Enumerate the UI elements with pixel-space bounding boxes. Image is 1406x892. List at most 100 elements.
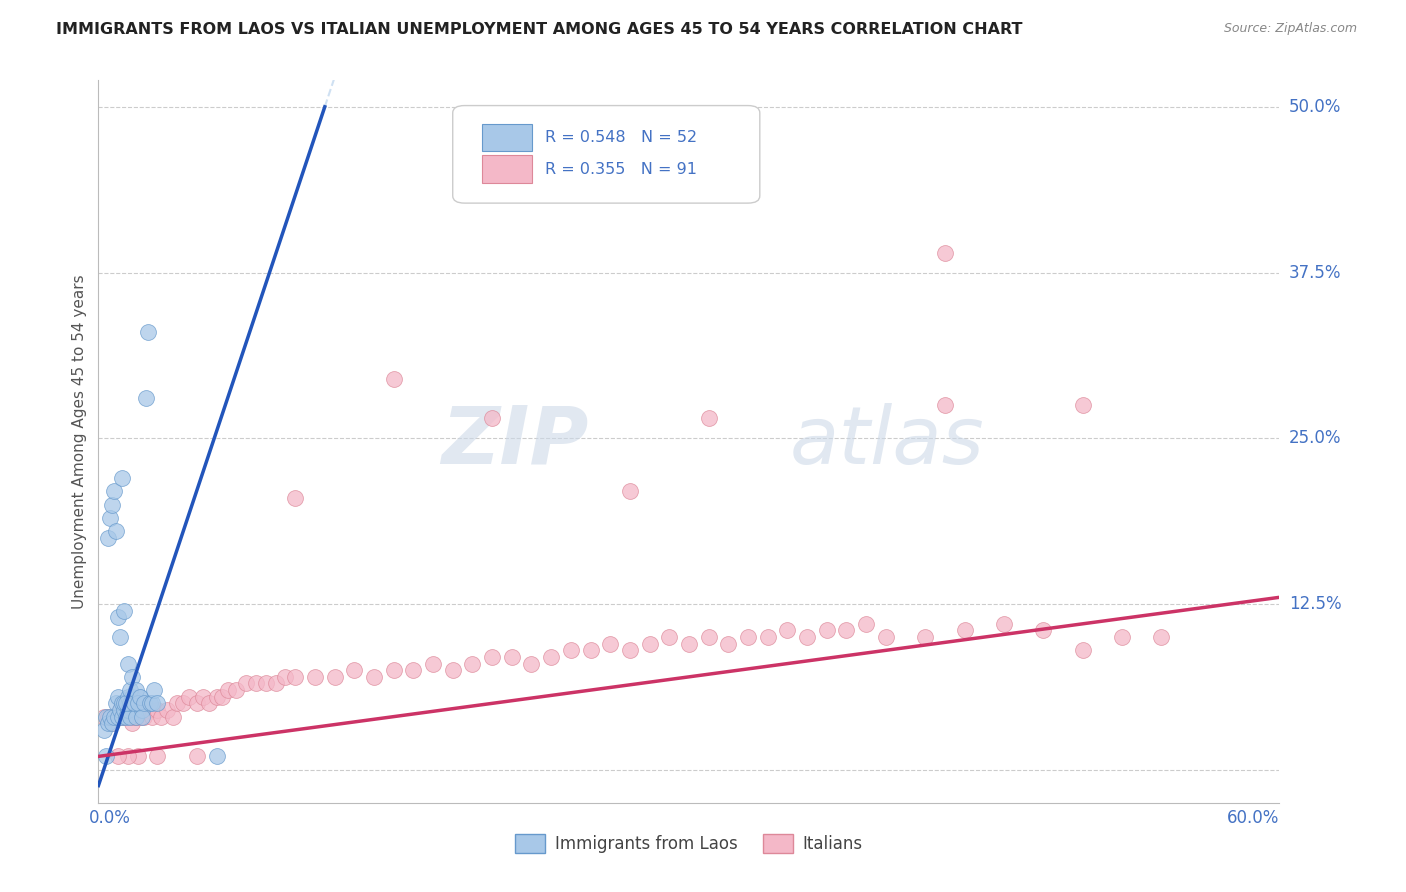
- Point: [108, 703, 131, 717]
- Point: [96, 709, 118, 723]
- Point: [166, 697, 188, 711]
- Point: [205, 749, 228, 764]
- FancyBboxPatch shape: [453, 105, 759, 203]
- Point: [756, 630, 779, 644]
- Point: [112, 603, 135, 617]
- Point: [264, 676, 287, 690]
- Point: [323, 670, 346, 684]
- Point: [146, 697, 169, 711]
- Point: [304, 670, 326, 684]
- Point: [540, 650, 562, 665]
- Point: [855, 616, 877, 631]
- Point: [112, 703, 135, 717]
- Point: [127, 697, 149, 711]
- Point: [103, 709, 125, 723]
- Point: [658, 630, 681, 644]
- Point: [274, 670, 297, 684]
- Point: [481, 650, 503, 665]
- Point: [97, 709, 120, 723]
- Point: [128, 690, 150, 704]
- Point: [186, 749, 208, 764]
- Point: [197, 697, 219, 711]
- Point: [107, 749, 129, 764]
- Point: [191, 690, 214, 704]
- Point: [1071, 643, 1094, 657]
- Point: [150, 709, 173, 723]
- Point: [776, 624, 799, 638]
- Point: [118, 709, 141, 723]
- Point: [107, 610, 129, 624]
- Point: [127, 697, 149, 711]
- Point: [737, 630, 759, 644]
- Text: R = 0.548   N = 52: R = 0.548 N = 52: [546, 130, 697, 145]
- Point: [103, 484, 125, 499]
- Point: [98, 510, 121, 524]
- Point: [697, 630, 720, 644]
- Text: IMMIGRANTS FROM LAOS VS ITALIAN UNEMPLOYMENT AMONG AGES 45 TO 54 YEARS CORRELATI: IMMIGRANTS FROM LAOS VS ITALIAN UNEMPLOY…: [56, 22, 1022, 37]
- Point: [619, 643, 641, 657]
- Text: R = 0.355   N = 91: R = 0.355 N = 91: [546, 161, 697, 177]
- Point: [619, 484, 641, 499]
- Point: [211, 690, 233, 704]
- Point: [96, 749, 118, 764]
- Point: [122, 709, 145, 723]
- Point: [93, 723, 115, 737]
- Point: [122, 697, 145, 711]
- Point: [875, 630, 897, 644]
- Point: [117, 690, 139, 704]
- Point: [697, 411, 720, 425]
- Point: [141, 709, 163, 723]
- Point: [107, 709, 129, 723]
- Point: [343, 663, 366, 677]
- Point: [1150, 630, 1173, 644]
- Point: [382, 371, 405, 385]
- Point: [225, 683, 247, 698]
- Point: [112, 709, 135, 723]
- Point: [111, 697, 134, 711]
- Point: [111, 709, 134, 723]
- Point: [142, 683, 165, 698]
- Point: [520, 657, 543, 671]
- Point: [138, 697, 160, 711]
- Point: [422, 657, 444, 671]
- Point: [115, 709, 138, 723]
- Point: [125, 709, 148, 723]
- FancyBboxPatch shape: [482, 124, 531, 151]
- Point: [131, 703, 153, 717]
- Point: [121, 716, 143, 731]
- Point: [101, 716, 124, 731]
- Point: [835, 624, 858, 638]
- Point: [815, 624, 838, 638]
- Point: [560, 643, 582, 657]
- Point: [217, 683, 239, 698]
- Point: [103, 709, 125, 723]
- Point: [117, 749, 139, 764]
- Point: [579, 643, 602, 657]
- Point: [284, 670, 307, 684]
- Point: [127, 703, 149, 717]
- Y-axis label: Unemployment Among Ages 45 to 54 years: Unemployment Among Ages 45 to 54 years: [72, 274, 87, 609]
- Point: [128, 690, 150, 704]
- Point: [132, 697, 155, 711]
- Point: [254, 676, 277, 690]
- Point: [441, 663, 464, 677]
- Point: [934, 245, 956, 260]
- Point: [101, 498, 124, 512]
- Point: [205, 690, 228, 704]
- Point: [501, 650, 523, 665]
- Point: [108, 703, 131, 717]
- Point: [121, 690, 143, 704]
- Point: [146, 749, 169, 764]
- Point: [177, 690, 200, 704]
- FancyBboxPatch shape: [482, 155, 531, 183]
- Point: [914, 630, 936, 644]
- Point: [135, 392, 157, 406]
- Point: [141, 697, 163, 711]
- Point: [172, 697, 194, 711]
- Point: [131, 709, 153, 723]
- Text: 25.0%: 25.0%: [1289, 429, 1341, 447]
- Point: [1111, 630, 1133, 644]
- Point: [1032, 624, 1054, 638]
- Legend: Immigrants from Laos, Italians: Immigrants from Laos, Italians: [509, 827, 869, 860]
- Point: [121, 670, 143, 684]
